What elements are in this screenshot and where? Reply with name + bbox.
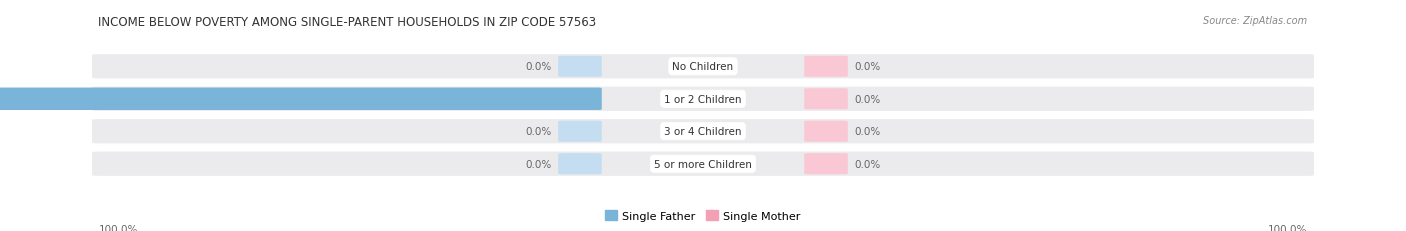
FancyBboxPatch shape [804,121,848,142]
Text: 100.0%: 100.0% [98,224,138,231]
Text: 0.0%: 0.0% [855,159,882,169]
FancyBboxPatch shape [0,88,602,110]
Text: 100.0%: 100.0% [1268,224,1308,231]
FancyBboxPatch shape [91,87,1315,112]
FancyBboxPatch shape [558,121,602,142]
Text: Source: ZipAtlas.com: Source: ZipAtlas.com [1204,16,1308,26]
Legend: Single Father, Single Mother: Single Father, Single Mother [606,210,800,221]
Text: INCOME BELOW POVERTY AMONG SINGLE-PARENT HOUSEHOLDS IN ZIP CODE 57563: INCOME BELOW POVERTY AMONG SINGLE-PARENT… [98,16,596,29]
Text: 0.0%: 0.0% [855,94,882,104]
Text: 0.0%: 0.0% [855,127,882,137]
Text: 3 or 4 Children: 3 or 4 Children [664,127,742,137]
Text: No Children: No Children [672,62,734,72]
FancyBboxPatch shape [558,154,602,174]
FancyBboxPatch shape [91,151,1315,177]
Text: 0.0%: 0.0% [524,159,551,169]
FancyBboxPatch shape [91,119,1315,144]
FancyBboxPatch shape [804,89,848,110]
FancyBboxPatch shape [804,57,848,77]
FancyBboxPatch shape [558,57,602,77]
Text: 1 or 2 Children: 1 or 2 Children [664,94,742,104]
Text: 0.0%: 0.0% [855,62,882,72]
Text: 5 or more Children: 5 or more Children [654,159,752,169]
Text: 0.0%: 0.0% [524,62,551,72]
Text: 0.0%: 0.0% [524,127,551,137]
FancyBboxPatch shape [804,154,848,174]
FancyBboxPatch shape [91,54,1315,80]
